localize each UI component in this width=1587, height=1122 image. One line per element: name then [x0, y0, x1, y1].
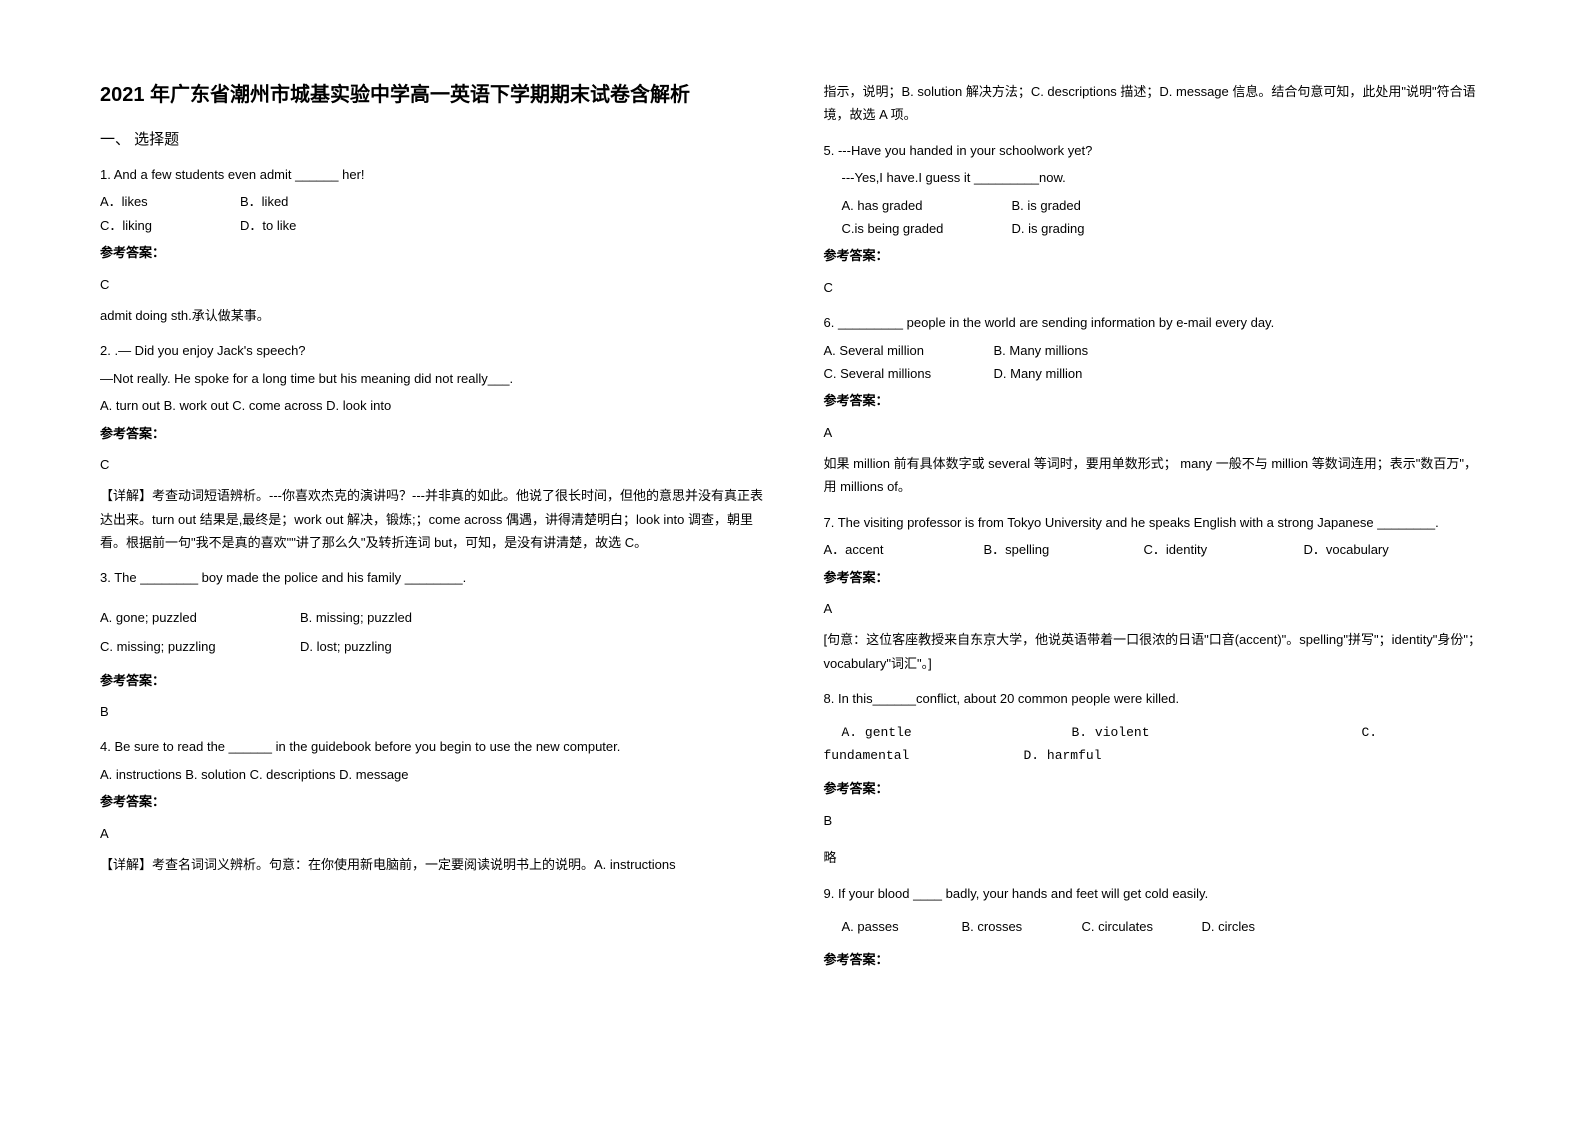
question-6: 6. _________ people in the world are sen…: [824, 311, 1488, 499]
q7-option-a: A．accent: [824, 538, 984, 561]
question-1: 1. And a few students even admit ______ …: [100, 163, 764, 327]
q3-option-a: A. gone; puzzled: [100, 606, 300, 629]
q6-option-b: B. Many millions: [994, 339, 1134, 362]
q1-answer: C: [100, 273, 764, 296]
right-column: 指示，说明；B. solution 解决方法；C. descriptions 描…: [824, 80, 1488, 1082]
q1-option-c: C．liking: [100, 214, 240, 237]
q1-text: 1. And a few students even admit ______ …: [100, 163, 764, 186]
q2-line2: —Not really. He spoke for a long time bu…: [100, 367, 764, 390]
q9-text: 9. If your blood ____ badly, your hands …: [824, 882, 1488, 905]
q8-explanation: 略: [824, 846, 1488, 869]
q9-option-d: D. circles: [1202, 915, 1342, 938]
q7-option-c: C．identity: [1144, 538, 1304, 561]
q8-option-c-prefix: C.: [1362, 721, 1408, 744]
q8-answer: B: [824, 809, 1488, 832]
q3-text: 3. The ________ boy made the police and …: [100, 566, 764, 589]
q8-answer-label: 参考答案：: [824, 777, 1488, 800]
q6-explanation: 如果 million 前有具体数字或 several 等词时，要用单数形式； m…: [824, 452, 1488, 499]
q2-options: A. turn out B. work out C. come across D…: [100, 394, 764, 417]
question-9: 9. If your blood ____ badly, your hands …: [824, 882, 1488, 972]
q2-explanation: 【详解】考查动词短语辨析。---你喜欢杰克的演讲吗？---并非真的如此。他说了很…: [100, 484, 764, 554]
q8-option-b: B. violent: [1072, 721, 1362, 744]
q4-explanation-cont: 指示，说明；B. solution 解决方法；C. descriptions 描…: [824, 80, 1488, 127]
question-4: 4. Be sure to read the ______ in the gui…: [100, 735, 764, 876]
q3-answer-label: 参考答案：: [100, 669, 764, 692]
question-5: 5. ---Have you handed in your schoolwork…: [824, 139, 1488, 299]
q7-answer-label: 参考答案：: [824, 566, 1488, 589]
q2-answer: C: [100, 453, 764, 476]
q6-option-d: D. Many million: [994, 362, 1134, 385]
q4-options: A. instructions B. solution C. descripti…: [100, 763, 764, 786]
q1-option-b: B．liked: [240, 190, 380, 213]
left-column: 2021 年广东省潮州市城基实验中学高一英语下学期期末试卷含解析 一、 选择题 …: [100, 80, 764, 1082]
q7-option-d: D．vocabulary: [1304, 538, 1444, 561]
q1-answer-label: 参考答案：: [100, 241, 764, 264]
q5-line2: ---Yes,I have.I guess it _________now.: [824, 166, 1488, 189]
question-8: 8. In this______conflict, about 20 commo…: [824, 687, 1488, 869]
q7-text: 7. The visiting professor is from Tokyo …: [824, 511, 1488, 534]
q4-explanation: 【详解】考查名词词义辨析。句意：在你使用新电脑前，一定要阅读说明书上的说明。A.…: [100, 853, 764, 876]
q9-option-a: A. passes: [842, 915, 962, 938]
q9-option-b: B. crosses: [962, 915, 1082, 938]
q5-option-d: D. is grading: [1012, 217, 1152, 240]
q3-option-b: B. missing; puzzled: [300, 606, 442, 629]
q3-option-c: C. missing; puzzling: [100, 635, 300, 658]
q5-option-a: A. has graded: [842, 194, 1012, 217]
q8-option-c: fundamental: [824, 744, 1024, 767]
q2-text: 2. .— Did you enjoy Jack's speech?: [100, 339, 764, 362]
q6-option-c: C. Several millions: [824, 362, 994, 385]
q7-option-b: B．spelling: [984, 538, 1144, 561]
q8-text: 8. In this______conflict, about 20 commo…: [824, 687, 1488, 710]
section-heading: 一、 选择题: [100, 128, 764, 149]
question-2: 2. .— Did you enjoy Jack's speech? —Not …: [100, 339, 764, 554]
q2-answer-label: 参考答案：: [100, 422, 764, 445]
q5-answer: C: [824, 276, 1488, 299]
q1-option-d: D．to like: [240, 214, 380, 237]
document-title: 2021 年广东省潮州市城基实验中学高一英语下学期期末试卷含解析: [100, 80, 764, 110]
q9-option-c: C. circulates: [1082, 915, 1202, 938]
question-7: 7. The visiting professor is from Tokyo …: [824, 511, 1488, 675]
q7-explanation: [句意：这位客座教授来自东京大学，他说英语带着一口很浓的日语"口音(accent…: [824, 628, 1488, 675]
q6-text: 6. _________ people in the world are sen…: [824, 311, 1488, 334]
q5-option-b: B. is graded: [1012, 194, 1152, 217]
q9-answer-label: 参考答案：: [824, 948, 1488, 971]
q1-option-a: A．likes: [100, 190, 240, 213]
q5-text: 5. ---Have you handed in your schoolwork…: [824, 139, 1488, 162]
q3-answer: B: [100, 700, 764, 723]
q3-option-d: D. lost; puzzling: [300, 635, 440, 658]
q6-answer-label: 参考答案：: [824, 389, 1488, 412]
q8-option-a: A. gentle: [842, 721, 1072, 744]
q4-answer-label: 参考答案：: [100, 790, 764, 813]
q6-answer: A: [824, 421, 1488, 444]
q1-explanation: admit doing sth.承认做某事。: [100, 304, 764, 327]
q7-answer: A: [824, 597, 1488, 620]
q5-answer-label: 参考答案：: [824, 244, 1488, 267]
q4-text: 4. Be sure to read the ______ in the gui…: [100, 735, 764, 758]
q8-option-d: D. harmful: [1024, 744, 1164, 767]
question-3: 3. The ________ boy made the police and …: [100, 566, 764, 723]
q5-option-c: C.is being graded: [842, 217, 1012, 240]
q4-answer: A: [100, 822, 764, 845]
q6-option-a: A. Several million: [824, 339, 994, 362]
